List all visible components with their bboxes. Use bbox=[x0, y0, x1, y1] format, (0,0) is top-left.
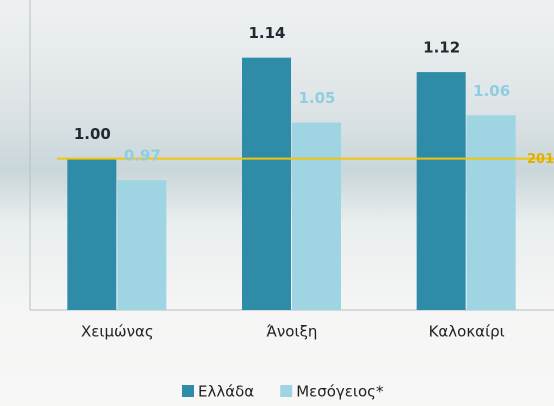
value-label: 1.12 bbox=[423, 39, 460, 57]
bar bbox=[117, 180, 167, 310]
x-tick-label: Άνοιξη bbox=[267, 323, 318, 341]
value-label: 1.14 bbox=[248, 24, 285, 42]
value-label: 1.05 bbox=[298, 89, 335, 107]
x-tick-label: Καλοκαίρι bbox=[429, 323, 505, 341]
reference-label: 201 bbox=[527, 152, 554, 167]
bar bbox=[67, 158, 117, 310]
value-label: 1.06 bbox=[473, 82, 510, 100]
legend-label: Μεσόγειος* bbox=[296, 383, 384, 401]
legend-label: Ελλάδα bbox=[198, 383, 254, 401]
bar bbox=[292, 122, 341, 310]
bar bbox=[242, 57, 291, 310]
bar bbox=[466, 115, 516, 310]
x-tick-label: Χειμώνας bbox=[81, 323, 154, 341]
legend-swatch bbox=[182, 385, 194, 397]
legend-swatch bbox=[280, 385, 293, 397]
value-label: 1.00 bbox=[74, 125, 111, 143]
value-label: 0.97 bbox=[124, 147, 161, 165]
bar bbox=[416, 72, 466, 311]
